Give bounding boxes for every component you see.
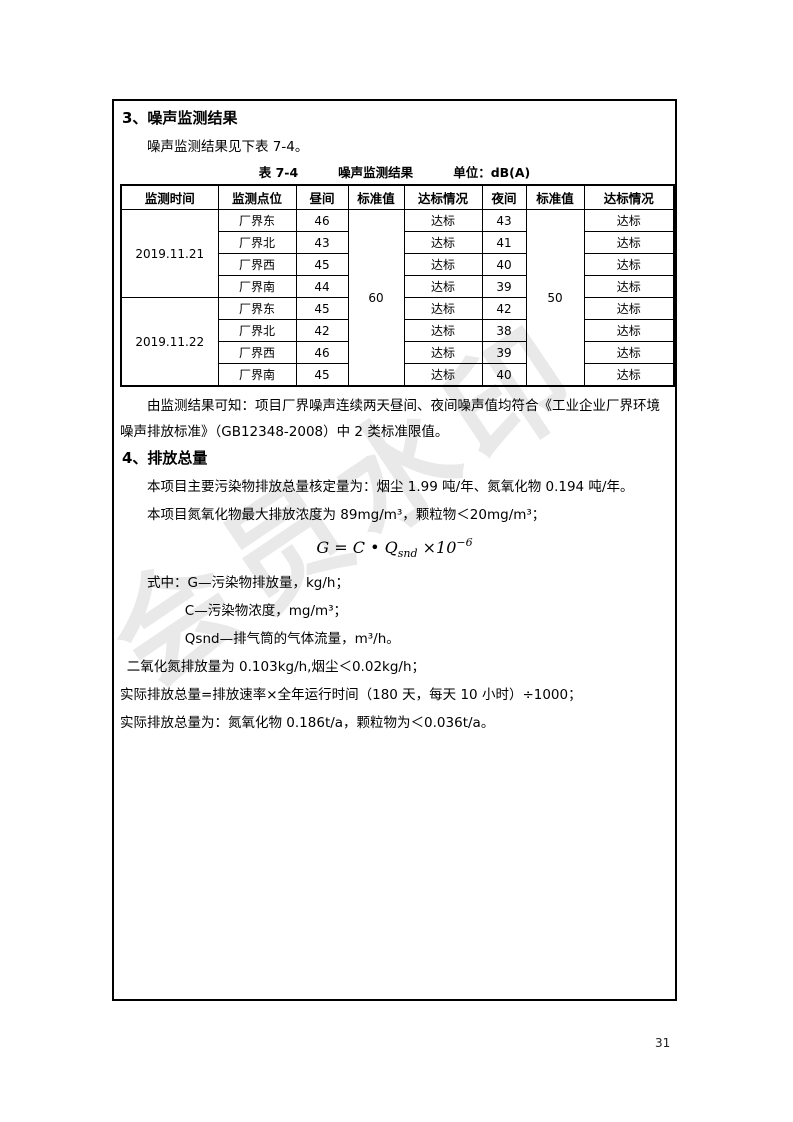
cell-night-status: 达标 xyxy=(583,209,675,232)
cell-point: 厂界西 xyxy=(217,341,297,364)
section-3-heading: 3、噪声监测结果 xyxy=(122,109,238,127)
col-header-day: 昼间 xyxy=(295,184,349,210)
cell-day-value: 45 xyxy=(295,253,349,276)
cell-night-value: 39 xyxy=(481,275,527,298)
table-row: 2019.11.22 厂界东 45 达标 42 达标 xyxy=(120,297,675,387)
formula-def-g: 式中：G—污染物排放量，kg/h； xyxy=(147,575,349,591)
cell-point: 厂界南 xyxy=(217,275,297,298)
formula-subscript: snd xyxy=(397,547,418,560)
formula-q: Q xyxy=(384,538,398,557)
cell-night-value: 40 xyxy=(481,253,527,276)
cell-date: 2019.11.21 xyxy=(120,209,219,298)
cell-night-status: 达标 xyxy=(583,319,675,342)
emission-total-paragraph: 本项目主要污染物排放总量核定量为：烟尘 1.99 吨/年、氮氧化物 0.194 … xyxy=(147,479,634,495)
table-header-row: 监测时间 监测点位 昼间 标准值 达标情况 夜间 标准值 达标情况 xyxy=(120,184,675,210)
cell-point: 厂界东 xyxy=(217,297,297,320)
table-caption: 表 7-4 噪声监测结果 单位：dB(A) xyxy=(120,162,669,181)
formula-dot: • xyxy=(365,538,385,557)
cell-day-status: 达标 xyxy=(403,297,483,320)
table-row: 厂界西 46 达标 39 达标 xyxy=(121,341,675,364)
cell-point: 厂界南 xyxy=(217,363,297,387)
cell-day-value: 44 xyxy=(295,275,349,298)
cell-day-status: 达标 xyxy=(403,231,483,254)
cell-day-value: 45 xyxy=(295,363,349,387)
table-row: 厂界南 44 达标 39 达标 xyxy=(121,275,675,298)
cell-night-status: 达标 xyxy=(583,297,675,320)
cell-point: 厂界西 xyxy=(217,253,297,276)
col-header-day-standard: 标准值 xyxy=(347,184,405,210)
cell-point: 厂界东 xyxy=(217,209,297,232)
cell-day-status: 达标 xyxy=(403,253,483,276)
cell-point: 厂界北 xyxy=(217,319,297,342)
formula-def-qsnd: Qsnd—排气筒的气体流量，m³/h。 xyxy=(184,631,400,647)
cell-day-value: 46 xyxy=(295,209,349,232)
content-frame: 3、噪声监测结果 噪声监测结果见下表 7-4。 表 7-4 噪声监测结果 单位：… xyxy=(112,99,677,1001)
formula-def-c: C—污染物浓度，mg/m³； xyxy=(184,603,348,619)
table-row: 厂界北 43 达标 41 达标 xyxy=(121,231,675,254)
cell-night-value: 39 xyxy=(481,341,527,364)
table-caption-unit: 单位：dB(A) xyxy=(453,165,531,180)
col-header-night-status: 达标情况 xyxy=(583,184,675,210)
cell-point: 厂界北 xyxy=(217,231,297,254)
col-header-night: 夜间 xyxy=(481,184,527,210)
col-header-night-standard: 标准值 xyxy=(525,184,585,210)
cell-day-status: 达标 xyxy=(403,209,483,232)
formula-exponent: −6 xyxy=(456,536,473,549)
conclusion-paragraph: 由监测结果可知：项目厂界噪声连续两天昼间、夜间噪声值均符合《工业企业厂界环境噪声… xyxy=(120,398,660,440)
actual-emission-formula-paragraph: 实际排放总量=排放速率×全年运行时间（180 天，每天 10 小时）÷1000； xyxy=(120,687,582,703)
cell-night-status: 达标 xyxy=(583,253,675,276)
emission-formula: G = C • Qsnd ×10−6 xyxy=(120,536,669,560)
cell-day-status: 达标 xyxy=(403,275,483,298)
emission-concentration-paragraph: 本项目氮氧化物最大排放浓度为 89mg/m³，颗粒物＜20mg/m³； xyxy=(147,507,546,523)
no2-emission-paragraph: 二氧化氮排放量为 0.103kg/h,烟尘＜0.02kg/h； xyxy=(126,659,426,675)
cell-day-value: 42 xyxy=(295,319,349,342)
cell-night-value: 38 xyxy=(481,319,527,342)
cell-day-value: 43 xyxy=(295,231,349,254)
cell-night-status: 达标 xyxy=(583,341,675,364)
cell-date: 2019.11.22 xyxy=(120,297,219,387)
formula-lhs: G = C xyxy=(316,538,365,557)
cell-day-value: 45 xyxy=(295,297,349,320)
table-caption-label: 表 7-4 xyxy=(258,165,299,180)
col-header-time: 监测时间 xyxy=(120,184,219,210)
cell-day-status: 达标 xyxy=(403,319,483,342)
cell-day-status: 达标 xyxy=(403,363,483,387)
actual-emission-result-paragraph: 实际排放总量为：氮氧化物 0.186t/a，颗粒物为＜0.036t/a。 xyxy=(120,715,495,731)
table-caption-title: 噪声监测结果 xyxy=(338,165,414,180)
cell-day-status: 达标 xyxy=(403,341,483,364)
col-header-point: 监测点位 xyxy=(217,184,297,210)
cell-night-status: 达标 xyxy=(583,363,675,387)
cell-night-value: 40 xyxy=(481,363,527,387)
intro-paragraph: 噪声监测结果见下表 7-4。 xyxy=(147,139,309,155)
formula-mult: ×10 xyxy=(417,538,457,557)
cell-night-value: 41 xyxy=(481,231,527,254)
cell-night-value: 42 xyxy=(481,297,527,320)
page-number: 31 xyxy=(655,1036,671,1050)
table-row: 2019.11.21 厂界东 46 60 达标 43 50 达标 xyxy=(120,209,675,387)
cell-day-standard: 60 xyxy=(347,209,405,387)
cell-night-status: 达标 xyxy=(583,231,675,254)
table-row: 厂界西 45 达标 40 达标 xyxy=(121,253,675,276)
section-4-heading: 4、排放总量 xyxy=(122,449,208,467)
cell-night-value: 43 xyxy=(481,209,527,232)
col-header-day-status: 达标情况 xyxy=(403,184,483,210)
table-row: 厂界南 45 达标 40 达标 xyxy=(121,363,675,387)
cell-day-value: 46 xyxy=(295,341,349,364)
cell-night-standard: 50 xyxy=(525,209,585,387)
noise-monitoring-table: 监测时间 监测点位 昼间 标准值 达标情况 夜间 标准值 达标情况 2019.1… xyxy=(120,184,675,387)
cell-night-status: 达标 xyxy=(583,275,675,298)
